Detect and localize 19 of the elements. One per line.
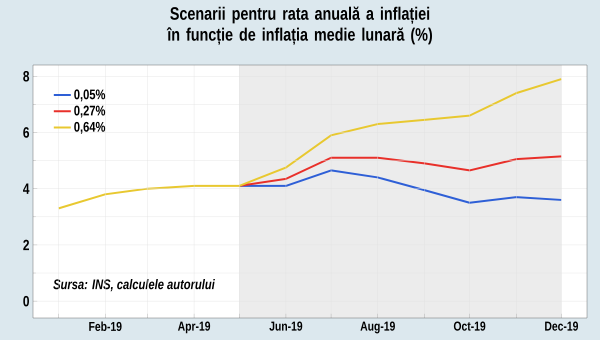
- y-tick-label: 4: [23, 184, 30, 194]
- line-series: [58, 78, 562, 210]
- x-tick-label: Dec-19: [545, 322, 578, 331]
- line-series: [238, 169, 562, 204]
- x-tick-label: Oct-19: [454, 322, 486, 331]
- y-tick-label: 6: [23, 127, 30, 138]
- annotation: Sursa: INS, calculele autorului: [53, 278, 215, 292]
- legend-label: 0,27%: [74, 106, 106, 118]
- y-tick-label: 0: [23, 296, 29, 306]
- x-tick-label: Jun-19: [269, 322, 302, 331]
- y-tick-label: 8: [23, 70, 30, 82]
- legend-label: 0,05%: [74, 89, 106, 102]
- chart-title: Scenarii pentru rata anuală a inflației în funcție de inflația medie lunară (%): [166, 6, 432, 45]
- x-tick-label: Aug-19: [360, 322, 395, 334]
- x-tick-label: Feb-19: [89, 322, 122, 332]
- x-tick-label: Apr-19: [178, 322, 210, 334]
- legend-label: 0,64%: [74, 122, 106, 134]
- line-series: [238, 155, 562, 187]
- y-tick-label: 2: [23, 240, 30, 250]
